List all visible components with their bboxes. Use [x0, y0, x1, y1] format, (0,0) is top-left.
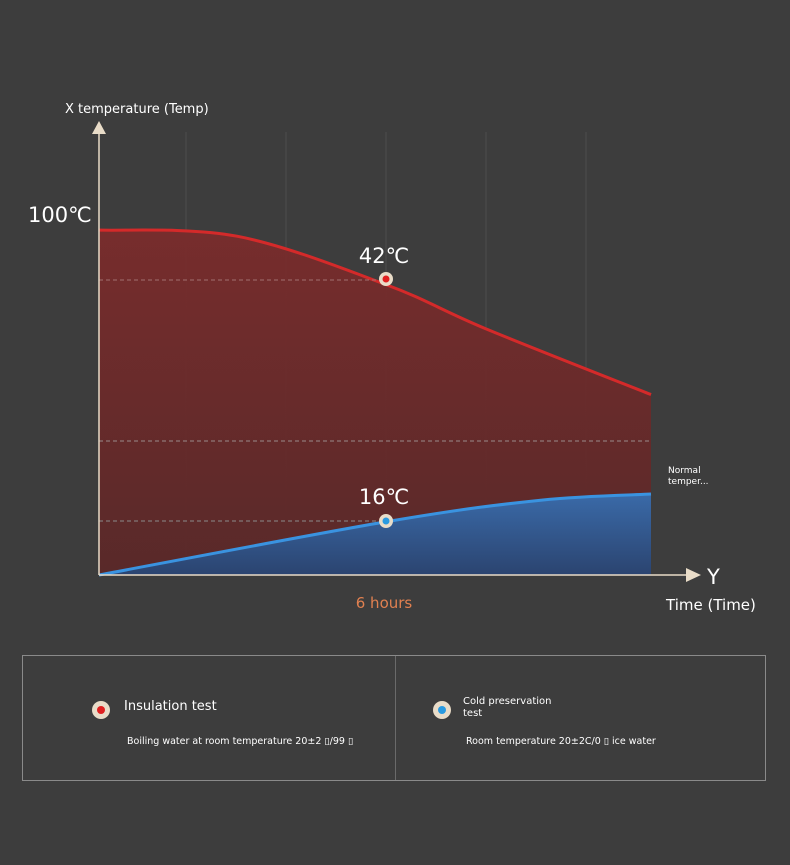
y-axis-label: X temperature (Temp): [65, 102, 209, 117]
x-axis-letter: Y: [706, 565, 720, 589]
reference-line-label: Normal temper...: [668, 466, 709, 487]
chart: X temperature (Temp) 100℃ 42℃ 16℃ 6 hour…: [28, 102, 756, 614]
legend-divider: [395, 656, 396, 780]
cold-point-marker: [379, 514, 393, 528]
y-axis-arrow-icon: [92, 121, 106, 134]
insulation-point-label: 42℃: [359, 244, 409, 268]
top-value-label: 100℃: [28, 203, 92, 227]
reference-line-label-line-2: temper...: [668, 477, 709, 487]
legend-item-cold-preservation: Cold preservation test Room temperature …: [396, 656, 767, 780]
legend-marker-insulation-icon: [92, 701, 110, 719]
cold-preservation-line: [98, 492, 652, 577]
legend-item-insulation: Insulation test Boiling water at room te…: [23, 656, 395, 780]
legend-desc-cold-preservation: Room temperature 20±2C/0 ▯ ice water: [466, 736, 656, 747]
x-axis-label: Time (Time): [665, 596, 756, 614]
legend-marker-cold-icon: [433, 701, 451, 719]
cold-preservation-area: [99, 494, 651, 575]
insulation-point-marker: [379, 272, 393, 286]
legend: Insulation test Boiling water at room te…: [22, 655, 766, 781]
legend-desc-insulation: Boiling water at room temperature 20±2 ▯…: [127, 736, 354, 747]
insulation-area: [99, 230, 651, 576]
reference-line-label-line-1: Normal: [668, 466, 701, 476]
x-marker-label: 6 hours: [356, 594, 413, 612]
x-axis-arrow-icon: [686, 568, 701, 582]
legend-title-insulation: Insulation test: [124, 699, 217, 714]
legend-dot-cold: [438, 706, 446, 714]
legend-dot-insulation: [97, 706, 105, 714]
legend-title-cold-preservation: Cold preservation test: [463, 696, 552, 719]
cold-point-label: 16℃: [359, 485, 409, 509]
